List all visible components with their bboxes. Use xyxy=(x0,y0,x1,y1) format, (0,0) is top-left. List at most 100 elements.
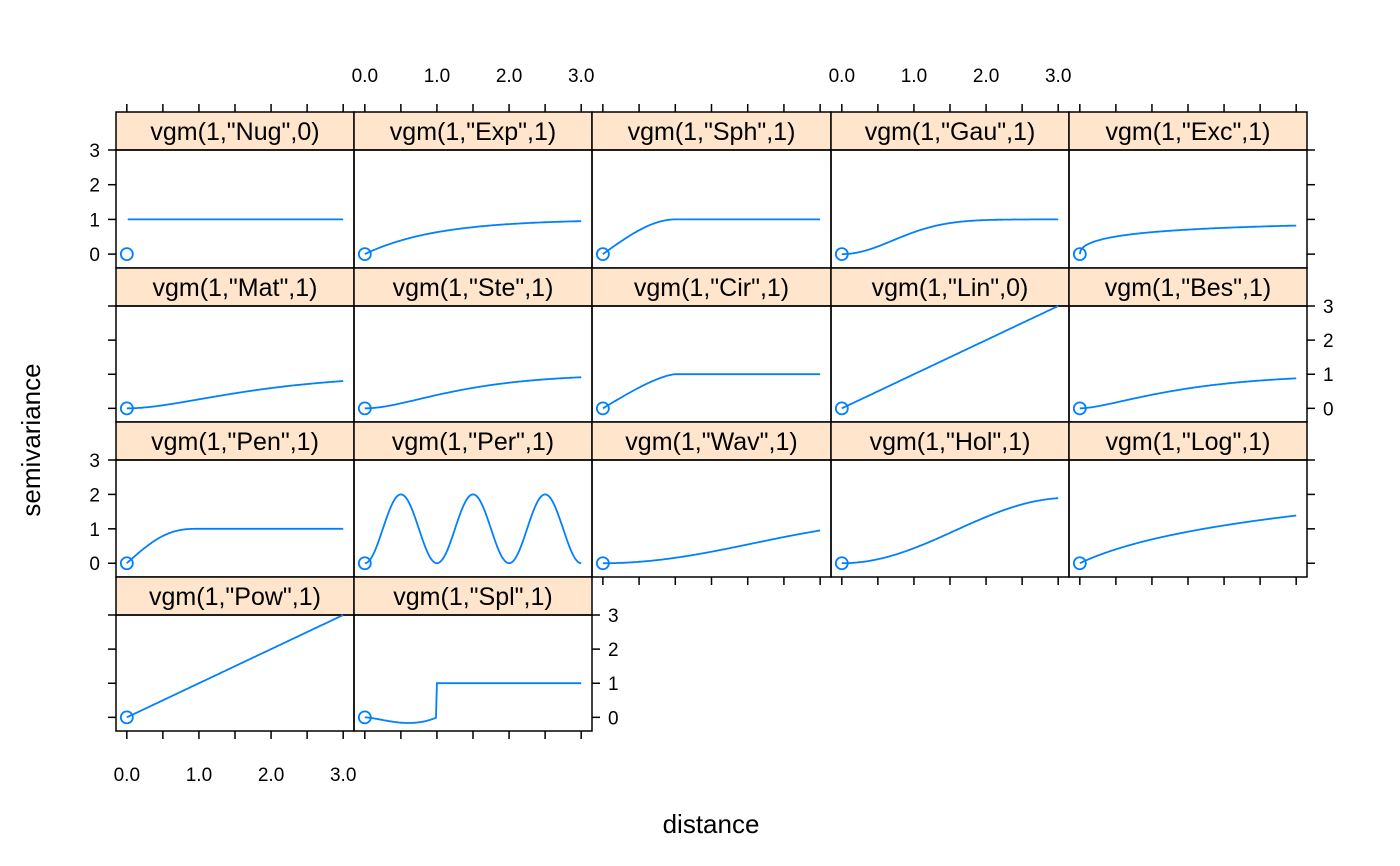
strip-label-spl: vgm(1,"Spl",1) xyxy=(393,583,552,611)
panel-gau: vgm(1,"Gau",1) xyxy=(830,111,1070,269)
series-line-gau xyxy=(841,218,1059,255)
strip-spl xyxy=(353,576,593,616)
plot-frame-exc xyxy=(1068,149,1308,269)
strip-label-ste: vgm(1,"Ste",1) xyxy=(393,274,554,302)
x-axis-col2-top: 0.0 1.0 2.0 3.0 xyxy=(352,66,594,112)
x-axis-col2-bottom xyxy=(364,731,582,739)
panels-group: vgm(1,"Nug",0) vgm(1,"Exp",1) vgm(1,"Sph",… xyxy=(115,111,1308,732)
x-axis-col3-top xyxy=(602,104,821,112)
strip-label-per: vgm(1,"Per",1) xyxy=(392,428,554,456)
series-line-spl xyxy=(364,682,582,724)
strip-label-pow: vgm(1,"Pow",1) xyxy=(149,583,321,611)
plot-frame-pen xyxy=(115,459,355,578)
panel-wav: vgm(1,"Wav",1) xyxy=(591,421,832,578)
strip-label-exp: vgm(1,"Exp",1) xyxy=(390,118,556,146)
origin-point-pow xyxy=(119,710,134,725)
panel-lin: vgm(1,"Lin",0) xyxy=(830,267,1070,423)
y-axis-row3-left: 0 1 2 3 xyxy=(89,451,116,575)
y-tick-label: 2 xyxy=(608,640,619,661)
origin-point-mat xyxy=(119,401,134,416)
strip-label-hol: vgm(1,"Hol",1) xyxy=(870,428,1031,456)
panel-nug: vgm(1,"Nug",0) xyxy=(115,111,355,269)
y-tick-label: 1 xyxy=(608,674,619,695)
origin-point-exp xyxy=(357,247,372,262)
origin-point-bes xyxy=(1072,401,1087,416)
panel-ste: vgm(1,"Ste",1) xyxy=(353,267,593,423)
plot-frame-nug xyxy=(115,149,355,269)
x-tick-label: 0.0 xyxy=(114,765,140,786)
origin-point-ste xyxy=(357,401,372,416)
x-axis-col4-bottom xyxy=(841,577,1059,585)
y-axis-row4-left xyxy=(108,614,116,719)
y-axis-row2-left xyxy=(108,305,116,410)
panel-mat: vgm(1,"Mat",1) xyxy=(115,267,355,423)
panel-pen: vgm(1,"Pen",1) xyxy=(115,421,355,578)
panel-bes: vgm(1,"Bes",1) xyxy=(1068,267,1308,423)
y-tick-label: 2 xyxy=(1323,331,1334,352)
y-tick-label: 3 xyxy=(608,606,619,627)
strip-gau xyxy=(830,111,1070,151)
strip-sph xyxy=(591,111,832,151)
series-line-wav xyxy=(602,529,821,565)
origin-point-exc xyxy=(1072,247,1087,262)
series-line-per xyxy=(364,493,582,565)
strip-label-gau: vgm(1,"Gau",1) xyxy=(865,118,1036,146)
y-tick-label: 2 xyxy=(89,485,100,506)
origin-point-pen xyxy=(119,556,134,571)
origin-point-gau xyxy=(834,247,849,262)
x-tick-label: 3.0 xyxy=(568,66,594,87)
plot-frame-mat xyxy=(115,305,355,423)
series-line-exc xyxy=(1078,224,1297,255)
strip-label-exc: vgm(1,"Exc",1) xyxy=(1105,118,1270,146)
series-line-ste xyxy=(364,376,582,410)
panel-spl: vgm(1,"Spl",1) xyxy=(353,576,593,732)
plot-frame-cir xyxy=(591,305,832,423)
x-axis-col1-bottom: 0.0 1.0 2.0 3.0 xyxy=(114,731,356,786)
y-tick-label: 0 xyxy=(89,245,100,266)
series-line-log xyxy=(1079,514,1297,565)
strip-log xyxy=(1068,421,1308,461)
y-axis-row3-right xyxy=(1307,459,1315,564)
series-line-pen xyxy=(126,527,344,564)
x-axis-title: distance xyxy=(663,809,760,839)
strip-label-pen: vgm(1,"Pen",1) xyxy=(151,428,319,456)
origin-point-wav xyxy=(595,556,610,571)
x-axis-col4-top: 0.0 1.0 2.0 3.0 xyxy=(829,66,1071,112)
plot-frame-per xyxy=(353,459,593,578)
y-tick-label: 3 xyxy=(1323,297,1334,318)
panel-cir: vgm(1,"Cir",1) xyxy=(591,267,832,423)
x-tick-label: 1.0 xyxy=(186,765,212,786)
x-tick-label: 2.0 xyxy=(496,66,522,87)
series-line-bes xyxy=(1079,377,1297,410)
y-tick-label: 2 xyxy=(89,176,100,197)
y-axis-title: semivariance xyxy=(16,363,46,516)
y-tick-label: 1 xyxy=(1323,365,1334,386)
strip-exp xyxy=(353,111,593,151)
origin-point-nug xyxy=(119,247,134,262)
axes-group: 0.0 1.0 2.0 3.0 0.0 1.0 2.0 3.0 0.0 1.0 2.0 3.0 0 1 2 3… xyxy=(89,66,1333,786)
series-line-hol xyxy=(841,497,1059,565)
plot-frame-sph xyxy=(591,149,832,269)
strip-label-wav: vgm(1,"Wav",1) xyxy=(625,428,797,456)
origin-point-per xyxy=(357,556,372,571)
y-tick-label: 3 xyxy=(89,451,100,472)
panel-per: vgm(1,"Per",1) xyxy=(353,421,593,578)
plot-frame-spl xyxy=(353,614,593,732)
y-axis-row1-right xyxy=(1307,149,1315,255)
x-axis-col3-bottom xyxy=(602,577,821,585)
y-tick-label: 0 xyxy=(89,554,100,575)
plot-frame-wav xyxy=(591,459,832,578)
plot-frame-pow xyxy=(115,614,355,732)
y-tick-label: 0 xyxy=(608,708,619,729)
origin-point-log xyxy=(1072,556,1087,571)
strip-cir xyxy=(591,267,832,307)
strip-pen xyxy=(115,421,355,461)
series-line-sph xyxy=(602,218,821,255)
origin-point-sph xyxy=(595,247,610,262)
series-line-mat xyxy=(126,380,344,410)
series-line-cir xyxy=(602,373,821,410)
panel-hol: vgm(1,"Hol",1) xyxy=(830,421,1070,578)
panel-exp: vgm(1,"Exp",1) xyxy=(353,111,593,269)
x-tick-label: 3.0 xyxy=(330,765,356,786)
plot-frame-ste xyxy=(353,305,593,423)
